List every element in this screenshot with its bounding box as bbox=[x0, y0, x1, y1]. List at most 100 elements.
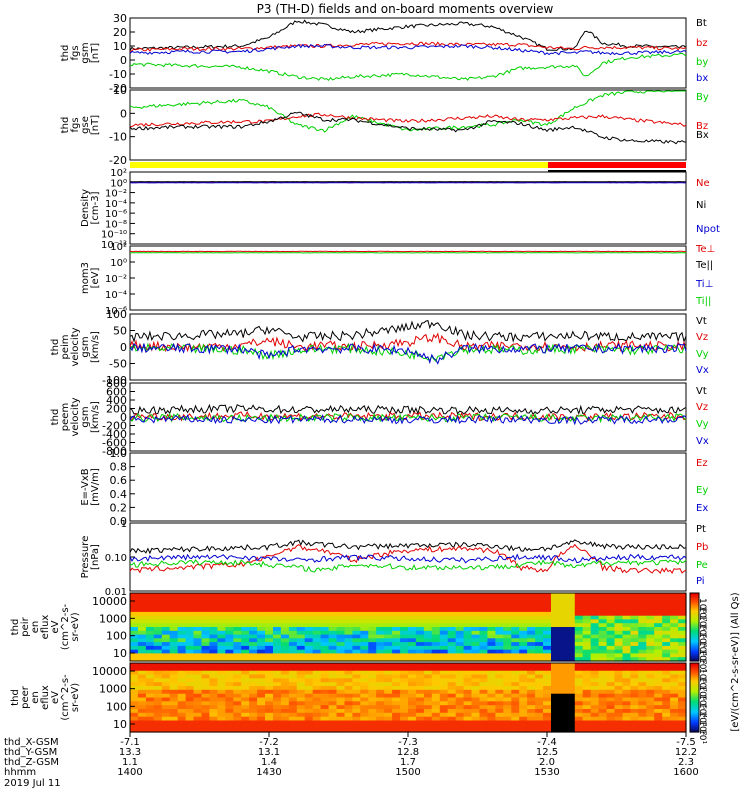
spectrogram-cell bbox=[336, 638, 345, 643]
spectrogram-cell bbox=[479, 689, 488, 695]
spectrogram-cell bbox=[519, 705, 528, 710]
spectrogram-cell bbox=[670, 649, 679, 655]
spectrogram-cell bbox=[630, 627, 639, 632]
spectrogram-cell bbox=[574, 728, 584, 733]
spectrogram-cell bbox=[177, 674, 187, 679]
x-row-value: 1530 bbox=[534, 767, 559, 778]
spectrogram-cell bbox=[273, 657, 282, 662]
spectrogram-cell bbox=[368, 611, 377, 617]
y-tick-label: -10 bbox=[109, 131, 127, 144]
spectrogram-cell bbox=[423, 712, 433, 718]
spectrogram-cell bbox=[273, 670, 282, 676]
spectrogram-cell bbox=[630, 619, 639, 624]
colorbar-cell bbox=[690, 721, 699, 724]
spectrogram-cell bbox=[145, 657, 155, 662]
spectrogram-cell bbox=[527, 634, 536, 639]
spectrogram-cell bbox=[185, 600, 195, 605]
spectrogram-cell bbox=[328, 709, 338, 714]
spectrogram-cell bbox=[217, 689, 226, 695]
legend-By: By bbox=[696, 92, 709, 103]
spectrogram-cell bbox=[487, 619, 496, 624]
spectrogram-cell bbox=[598, 674, 608, 679]
spectrogram-cell bbox=[463, 724, 473, 729]
spectrogram-cell bbox=[304, 596, 314, 602]
spectrogram-cell bbox=[328, 716, 338, 722]
colorbar-label: [eV/(cm^2-s-sr-eV)] (All Qs) bbox=[730, 592, 741, 731]
spectrogram-cell bbox=[503, 678, 512, 683]
colorbar-cell bbox=[690, 713, 699, 716]
spectrogram-cell bbox=[241, 604, 250, 609]
spectrogram-cell bbox=[630, 593, 639, 598]
spectrogram-cell bbox=[598, 642, 608, 647]
spectrogram-cell bbox=[455, 642, 465, 647]
spectrogram-cell bbox=[622, 693, 631, 699]
spectrogram-cell bbox=[280, 716, 290, 722]
spectrogram-cell bbox=[209, 630, 218, 636]
spectrogram-cell bbox=[582, 593, 592, 598]
spectrogram-cell bbox=[670, 638, 679, 643]
spectrogram-cell bbox=[225, 657, 234, 662]
spectrogram-cell bbox=[241, 720, 250, 725]
spectrogram-cell bbox=[296, 608, 306, 613]
series-Bt bbox=[129, 19, 687, 51]
spectrogram-cell bbox=[201, 615, 210, 621]
spectrogram-cell bbox=[439, 693, 449, 699]
spectrogram-cell bbox=[352, 693, 361, 699]
spectrogram-cell bbox=[598, 724, 608, 729]
spectrogram-cell bbox=[185, 657, 195, 662]
spectrogram-cell bbox=[662, 728, 671, 733]
spectrogram-cell bbox=[622, 615, 631, 621]
y-tick-label: -50 bbox=[109, 358, 127, 371]
spectrogram-cell bbox=[384, 645, 393, 651]
spectrogram-cell bbox=[614, 663, 623, 668]
spectrogram-cell bbox=[130, 611, 139, 617]
spectrogram-cell bbox=[447, 693, 457, 699]
spectrogram-cell bbox=[177, 642, 187, 647]
spectrogram-cell bbox=[415, 653, 425, 658]
spectrogram-cell bbox=[519, 604, 528, 609]
spectrogram-cell bbox=[463, 697, 473, 702]
series-Bz bbox=[129, 112, 687, 128]
spectrogram-cell bbox=[273, 600, 282, 605]
colorbar-cell bbox=[690, 704, 699, 707]
spectrogram-cell bbox=[558, 670, 568, 676]
spectrogram-cell bbox=[662, 653, 671, 658]
spectrogram-cell bbox=[273, 638, 282, 643]
spectrogram-cell bbox=[503, 634, 512, 639]
spectrogram-cell bbox=[495, 608, 504, 613]
spectrogram-cell bbox=[423, 604, 433, 609]
spectrogram-cell bbox=[336, 670, 345, 676]
spectrogram-cell bbox=[558, 604, 568, 609]
spectrogram-cell bbox=[201, 623, 210, 628]
spectrogram-cell bbox=[527, 645, 536, 651]
spectrogram-cell bbox=[582, 596, 592, 602]
spectrogram-cell bbox=[169, 709, 179, 714]
spectrogram-cell bbox=[193, 657, 202, 662]
spectrogram-cell bbox=[280, 623, 290, 628]
spectrogram-cell bbox=[408, 716, 417, 722]
spectrogram-cell bbox=[177, 653, 187, 658]
spectrogram-cell bbox=[201, 642, 210, 647]
spectrogram-cell bbox=[670, 627, 679, 632]
spectrogram-cell bbox=[646, 649, 655, 655]
spectrogram-cell bbox=[257, 634, 266, 639]
legend-Npot: Npot bbox=[696, 224, 720, 235]
spectrogram-cell bbox=[153, 716, 163, 722]
spectrogram-cell bbox=[447, 649, 457, 655]
spectrogram-cell bbox=[145, 615, 155, 621]
spectrogram-cell bbox=[273, 596, 282, 602]
spectrogram-cell bbox=[423, 693, 433, 699]
spectrogram-cell bbox=[423, 615, 433, 621]
spectrogram-cell bbox=[193, 627, 202, 632]
spectrogram-cell bbox=[312, 619, 322, 624]
colorbar-tick: 10³ bbox=[697, 712, 707, 727]
spectrogram-cell bbox=[487, 697, 496, 702]
spectrogram-cell bbox=[527, 720, 536, 725]
spectrogram-cell bbox=[376, 701, 385, 706]
spectrogram-cell bbox=[487, 728, 496, 733]
spectrogram-cell bbox=[471, 728, 480, 733]
spectrogram-cell bbox=[328, 689, 338, 695]
spectrogram-cell bbox=[153, 697, 163, 702]
spectrogram-cell bbox=[137, 709, 147, 714]
spectrogram-cell bbox=[312, 623, 322, 628]
